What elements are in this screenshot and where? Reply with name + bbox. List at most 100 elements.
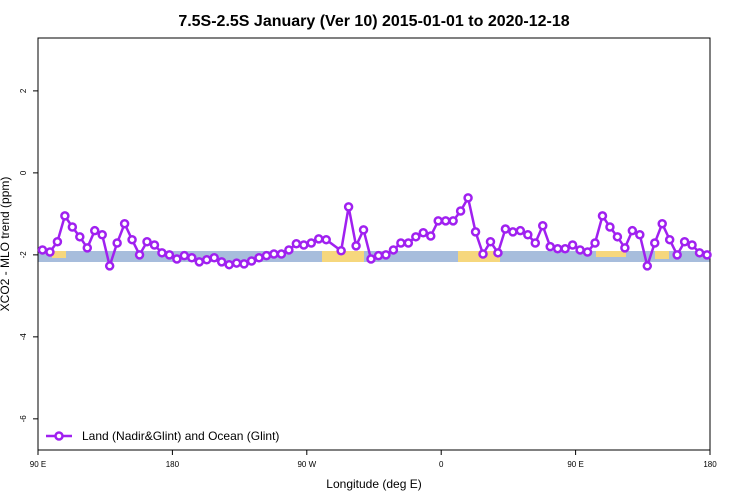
point: [366, 254, 376, 264]
point: [396, 238, 406, 248]
x-tick-label: 180: [703, 460, 717, 469]
point: [478, 249, 488, 259]
point: [381, 250, 391, 260]
point: [455, 206, 466, 216]
point: [134, 250, 145, 260]
y-tick-label: 0: [19, 170, 28, 175]
point: [463, 193, 473, 203]
point: [52, 236, 63, 247]
point: [664, 234, 675, 245]
y-axis-label: XCO2 - MLO trend (ppm): [0, 177, 12, 312]
point: [411, 232, 421, 242]
point: [448, 216, 458, 226]
point: [89, 225, 100, 236]
point: [672, 250, 682, 260]
point: [112, 238, 122, 248]
point: [575, 245, 585, 255]
legend-label: Land (Nadir&Glint) and Ocean (Glint): [82, 429, 279, 443]
plot-frame: [37, 37, 711, 451]
x-tick-label: 90 W: [297, 460, 316, 469]
point: [246, 256, 257, 266]
point: [321, 234, 331, 245]
point: [545, 241, 555, 252]
point: [537, 221, 548, 231]
point: [642, 261, 653, 271]
point: [127, 234, 137, 245]
point: [597, 211, 608, 221]
point: [179, 250, 190, 261]
point: [582, 247, 593, 257]
point: [299, 240, 309, 250]
point: [530, 238, 541, 248]
point: [216, 257, 227, 267]
point: [657, 218, 667, 229]
point: [515, 225, 526, 236]
point: [388, 245, 399, 255]
point: [418, 227, 429, 238]
y-tick-label: -4: [19, 333, 28, 341]
point: [523, 230, 533, 240]
point: [157, 248, 167, 258]
point: [67, 222, 78, 232]
point: [104, 261, 115, 271]
x-tick-label: 90 E: [567, 460, 583, 469]
point: [373, 250, 384, 261]
point: [82, 243, 93, 253]
point: [500, 224, 511, 234]
point: [201, 255, 212, 265]
point: [172, 254, 182, 264]
x-tick-label: 90 E: [30, 460, 46, 469]
chart-title: 7.5S-2.5S January (Ver 10) 2015-01-01 to…: [178, 13, 569, 30]
y-tick-label: 2: [19, 88, 28, 93]
point: [485, 236, 496, 247]
point: [560, 243, 570, 254]
point: [37, 245, 48, 255]
point: [493, 248, 503, 258]
point: [605, 222, 615, 232]
point: [239, 259, 249, 269]
point: [164, 250, 175, 260]
point: [627, 225, 638, 236]
point: [119, 218, 130, 229]
point: [620, 243, 630, 253]
point: [306, 238, 317, 248]
y-tick-label: -6: [19, 415, 28, 423]
point: [75, 232, 85, 242]
point: [254, 252, 264, 263]
point: [231, 258, 242, 268]
x-tick-label: 180: [166, 460, 180, 469]
point: [261, 250, 272, 261]
point: [590, 238, 600, 248]
point: [694, 248, 705, 258]
point: [313, 234, 324, 244]
point: [425, 231, 436, 241]
point: [702, 250, 712, 260]
point: [149, 240, 160, 250]
point: [508, 227, 518, 237]
point: [567, 240, 578, 250]
point: [351, 241, 361, 251]
y-tick-label: -2: [19, 251, 28, 259]
x-tick-label: 0: [439, 460, 444, 469]
point: [142, 236, 152, 247]
point: [635, 230, 645, 240]
point: [269, 249, 279, 259]
point: [358, 225, 369, 235]
point: [194, 257, 205, 267]
point: [336, 246, 346, 256]
point: [612, 232, 623, 242]
point: [291, 239, 302, 249]
point: [679, 236, 690, 247]
point: [343, 202, 354, 212]
point: [284, 245, 294, 255]
point: [687, 240, 697, 250]
point: [649, 238, 660, 248]
legend-marker: [54, 431, 64, 441]
point: [276, 249, 287, 259]
point: [470, 227, 481, 237]
point: [209, 252, 219, 263]
x-axis-label: Longitude (deg E): [326, 477, 421, 491]
point: [440, 216, 451, 226]
point: [433, 216, 443, 226]
